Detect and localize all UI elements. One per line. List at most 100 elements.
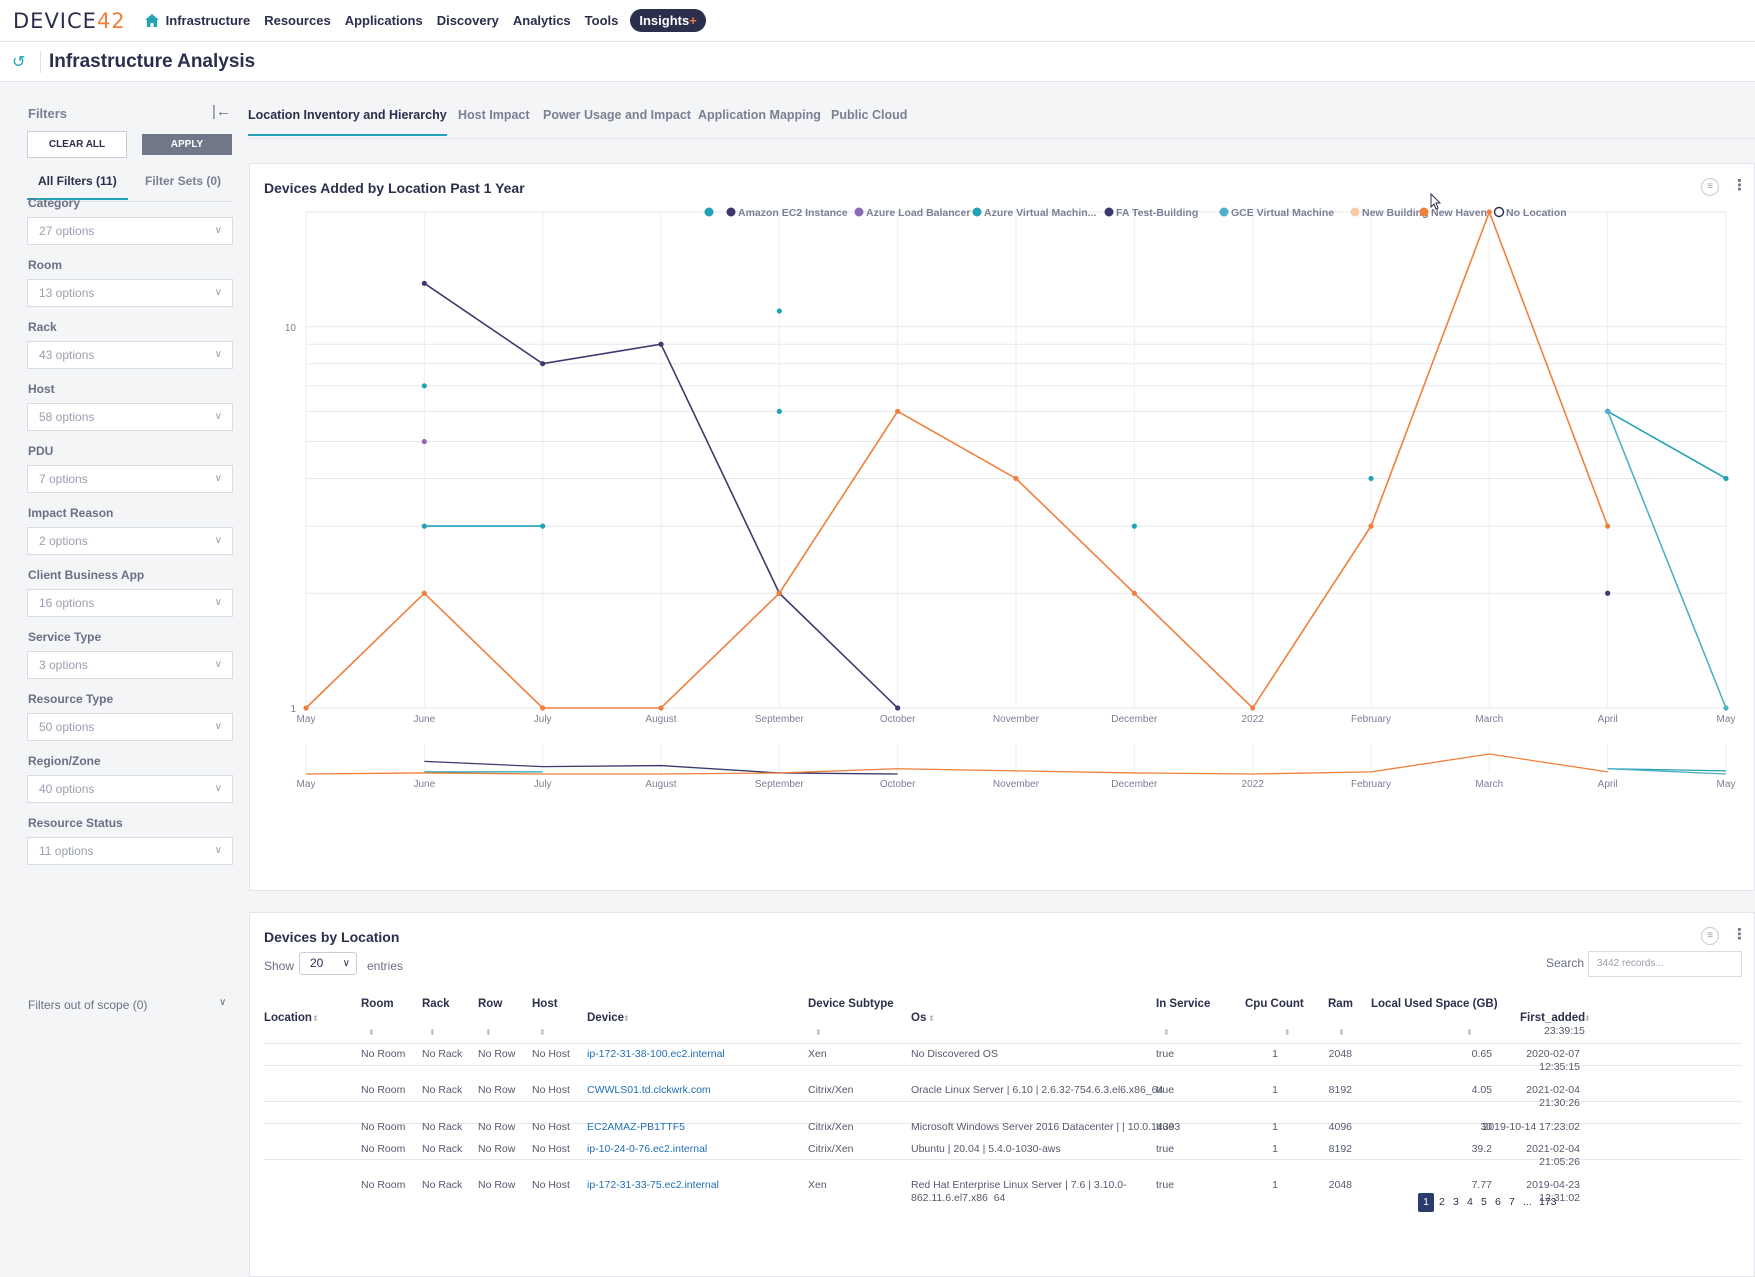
tab-location-inventory[interactable]: Location Inventory and Hierarchy xyxy=(248,108,447,136)
pagination-page-2[interactable]: 2 xyxy=(1439,1196,1445,1208)
sort-icon[interactable]: ⬍ xyxy=(623,1014,630,1023)
page-title: Infrastructure Analysis xyxy=(49,50,256,72)
tab-all-filters[interactable]: All Filters (11) xyxy=(27,174,128,200)
column-header-in-service[interactable]: In Service xyxy=(1156,998,1211,1010)
filter-select-resource-status[interactable]: 11 options ∨ xyxy=(27,837,233,865)
overview-x-tick-label: March xyxy=(1475,779,1503,790)
column-header-os[interactable]: Os xyxy=(911,1012,927,1024)
column-header-device[interactable]: Device xyxy=(587,1012,625,1024)
nav-discovery[interactable]: Discovery xyxy=(436,13,499,28)
pagination-page-6[interactable]: 6 xyxy=(1495,1196,1501,1208)
sort-icon[interactable]: ⬍ xyxy=(368,1028,375,1037)
cell-space: 7.77 xyxy=(1471,1179,1492,1191)
nav-tools[interactable]: Tools xyxy=(584,13,619,28)
column-header-host[interactable]: Host xyxy=(532,998,558,1010)
chevron-down-icon: ∨ xyxy=(214,287,222,298)
tab-host-impact[interactable]: Host Impact xyxy=(458,108,530,122)
cell-device[interactable]: EC2AMAZ-PB1TTF5 xyxy=(587,1121,686,1133)
sort-icon[interactable]: ⬍ xyxy=(1284,1028,1291,1037)
column-header-location[interactable]: Location xyxy=(264,1012,312,1024)
more-vertical-icon[interactable]: ⋮ xyxy=(1732,926,1747,943)
filter-select-pdu[interactable]: 7 options ∨ xyxy=(27,465,233,493)
chevron-down-icon[interactable]: ∨ xyxy=(219,997,227,1008)
pagination-page-5[interactable]: 5 xyxy=(1481,1196,1487,1208)
home-icon[interactable] xyxy=(144,13,160,29)
sort-icon[interactable]: ⬍ xyxy=(815,1028,822,1037)
legend-marker xyxy=(1350,207,1360,217)
filter-select-region-zone[interactable]: 40 options ∨ xyxy=(27,775,233,803)
cell-os: Microsoft Windows Server 2016 Datacenter… xyxy=(911,1121,1181,1133)
filter-icon[interactable]: ≡ xyxy=(1701,178,1719,196)
nav-analytics[interactable]: Analytics xyxy=(512,13,571,28)
cell-cpu: 1 xyxy=(1272,1121,1278,1133)
series-azure-virtual-machin- xyxy=(421,308,1729,529)
pagination-page-ellipsis: ... xyxy=(1523,1196,1532,1208)
cell-device[interactable]: ip-172-31-33-75.ec2.internal xyxy=(587,1179,719,1191)
filter-select-room[interactable]: 13 options ∨ xyxy=(27,279,233,307)
column-header-row[interactable]: Row xyxy=(478,998,503,1010)
more-vertical-icon[interactable]: ⋮ xyxy=(1732,177,1747,194)
chevron-down-icon: ∨ xyxy=(342,958,350,969)
apply-button[interactable]: APPLY xyxy=(142,134,232,155)
pagination-page-7[interactable]: 7 xyxy=(1509,1196,1515,1208)
tab-filter-sets[interactable]: Filter Sets (0) xyxy=(145,174,222,188)
sort-icon[interactable]: ⬍ xyxy=(1466,1028,1473,1037)
sort-icon[interactable]: ⬍ xyxy=(928,1014,935,1023)
pagination-page-3[interactable]: 3 xyxy=(1453,1196,1459,1208)
pagination-page-1[interactable]: 1 xyxy=(1418,1193,1434,1212)
filter-tabs-divider xyxy=(27,201,233,202)
sort-icon[interactable]: ⬍ xyxy=(485,1028,492,1037)
refresh-back-icon[interactable]: ↺ xyxy=(12,53,26,71)
tab-public-cloud[interactable]: Public Cloud xyxy=(831,108,908,122)
x-tick-label: 2022 xyxy=(1242,714,1265,725)
filter-select-rack[interactable]: 43 options ∨ xyxy=(27,341,233,369)
search-input[interactable]: 3442 records... xyxy=(1588,951,1742,977)
column-header-cpu-count[interactable]: Cpu Count xyxy=(1245,998,1304,1010)
cell-in-service: true xyxy=(1156,1143,1175,1155)
column-header-rack[interactable]: Rack xyxy=(422,998,450,1010)
nav-applications[interactable]: Applications xyxy=(344,13,423,28)
filter-select-impact-reason[interactable]: 2 options ∨ xyxy=(27,527,233,555)
cell-ram: 8192 xyxy=(1328,1143,1352,1155)
nav-resources[interactable]: Resources xyxy=(264,13,331,28)
table-row-divider xyxy=(264,1101,1742,1102)
sort-icon[interactable]: ⬍ xyxy=(312,1014,319,1023)
sort-icon[interactable]: ⬍ xyxy=(539,1028,546,1037)
column-header-room[interactable]: Room xyxy=(361,998,394,1010)
chevron-down-icon: ∨ xyxy=(214,411,222,422)
filter-select-client-business-app[interactable]: 16 options ∨ xyxy=(27,589,233,617)
x-tick-label: April xyxy=(1598,714,1618,725)
cell-subtype: Citrix/Xen xyxy=(808,1084,854,1096)
filter-select-host[interactable]: 58 options ∨ xyxy=(27,403,233,431)
pagination-page-4[interactable]: 4 xyxy=(1467,1196,1473,1208)
sort-icon[interactable]: ⬍ xyxy=(1584,1014,1591,1023)
tab-application-mapping[interactable]: Application Mapping xyxy=(698,108,821,122)
column-header-ram[interactable]: Ram xyxy=(1328,998,1353,1010)
collapse-sidebar-icon[interactable]: |← xyxy=(212,103,231,120)
cell-device[interactable]: CWWLS01.td.clckwrk.com xyxy=(587,1084,711,1096)
filter-select-category[interactable]: 27 options ∨ xyxy=(27,217,233,245)
nav-insights-button[interactable]: Insights+ xyxy=(630,9,706,32)
filter-select-value: 2 options xyxy=(39,534,88,548)
clear-all-button[interactable]: CLEAR ALL xyxy=(27,131,127,158)
nav-infrastructure[interactable]: Infrastructure xyxy=(165,13,251,28)
cell-device[interactable]: ip-10-24-0-76.ec2.internal xyxy=(587,1143,708,1155)
page-size-select[interactable]: 20 ∨ xyxy=(299,952,357,975)
column-header-local-used-space-gb-[interactable]: Local Used Space (GB) xyxy=(1371,998,1498,1010)
column-header-first-added[interactable]: First_added xyxy=(1520,1012,1586,1024)
filter-icon[interactable]: ≡ xyxy=(1701,927,1719,945)
sort-icon[interactable]: ⬍ xyxy=(429,1028,436,1037)
cell-device[interactable]: ip-172-31-38-100.ec2.internal xyxy=(587,1048,725,1060)
sort-icon[interactable]: ⬍ xyxy=(1163,1028,1170,1037)
device42-logo[interactable]: DEVICE42 xyxy=(13,8,126,33)
filters-out-of-scope[interactable]: Filters out of scope (0) xyxy=(28,998,148,1012)
filter-select-resource-type[interactable]: 50 options ∨ xyxy=(27,713,233,741)
devices-added-line-chart: 1 10 May June July August September October Nove… xyxy=(285,192,1735,790)
devices-added-chart-card: Devices Added by Location Past 1 Year ≡ … xyxy=(249,163,1755,891)
sort-icon[interactable]: ⬍ xyxy=(1338,1028,1345,1037)
filter-select-service-type[interactable]: 3 options ∨ xyxy=(27,651,233,679)
cell-room: No Room xyxy=(361,1143,406,1155)
tab-power-usage[interactable]: Power Usage and Impact xyxy=(543,108,691,122)
pagination-page-173[interactable]: 173 xyxy=(1539,1196,1557,1208)
column-header-device-subtype[interactable]: Device Subtype xyxy=(808,998,894,1010)
